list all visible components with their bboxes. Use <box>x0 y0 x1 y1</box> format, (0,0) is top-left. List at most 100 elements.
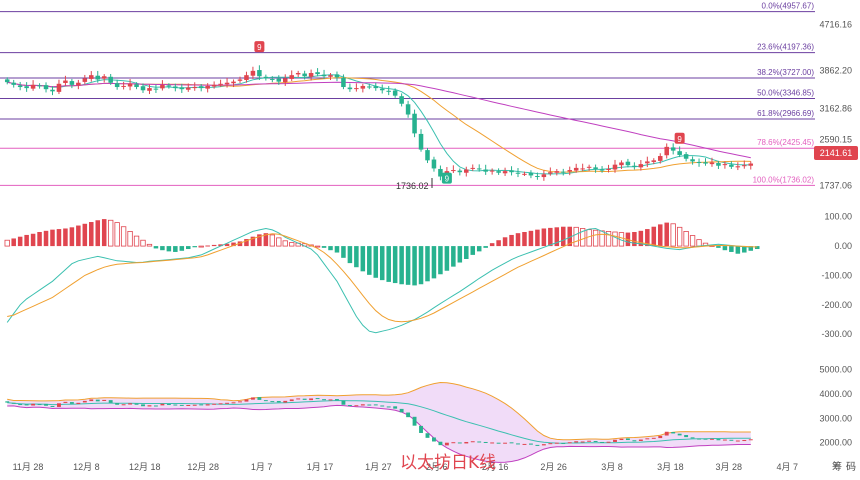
candle-body <box>173 86 178 89</box>
candle-body <box>244 75 249 81</box>
macd-bar <box>748 246 754 251</box>
macd-bar <box>43 230 49 247</box>
macd-bar <box>133 235 140 247</box>
macd-bar <box>244 239 249 247</box>
macd-bar <box>30 233 36 247</box>
boll-candle <box>619 438 624 441</box>
macd-bar <box>50 229 55 247</box>
y-tick-macd: -200.00 <box>821 300 852 310</box>
x-tick-label: 3月 28 <box>716 462 743 472</box>
x-tick-label: 12月 28 <box>187 462 219 472</box>
macd-bar <box>166 246 172 252</box>
boll-candle <box>347 405 352 406</box>
macd-bar <box>127 231 133 247</box>
boll-candle <box>360 404 365 406</box>
x-tick-label: 11月 28 <box>13 462 44 472</box>
macd-bar <box>4 239 10 247</box>
macd-bar <box>664 222 669 247</box>
macd-bar <box>431 246 437 279</box>
boll-candle <box>503 442 508 444</box>
macd-bar <box>269 234 275 247</box>
macd-bar <box>179 246 185 251</box>
boll-candle <box>11 402 16 404</box>
macd-bar <box>676 226 683 247</box>
boll-candle <box>18 404 23 406</box>
candle-body <box>657 156 663 161</box>
candle-body <box>418 133 424 150</box>
candle-body <box>573 167 579 171</box>
macd-bar <box>496 240 501 247</box>
side-button-chip[interactable]: 筹 <box>832 462 842 473</box>
annotations: 9 9 9 <box>254 41 685 188</box>
macd-bar <box>276 237 282 247</box>
boll-candle <box>244 399 249 402</box>
boll-candle <box>574 441 579 443</box>
low-price-label: 1736.02 <box>396 181 429 191</box>
macd-bar <box>17 236 23 247</box>
macd-bar <box>95 220 101 247</box>
macd-bar <box>638 230 644 247</box>
candle-body <box>515 172 521 174</box>
candle-body <box>632 165 637 167</box>
candle-body <box>147 88 152 91</box>
boll-candle <box>425 433 430 438</box>
candle-body <box>470 167 476 169</box>
candle-body <box>250 70 256 76</box>
candle-body <box>166 85 172 87</box>
candle-body <box>82 78 88 82</box>
candle-body <box>722 164 728 166</box>
macd-bar <box>548 227 553 247</box>
y-tick-macd: -100.00 <box>821 270 852 280</box>
bollinger-panel <box>5 381 753 463</box>
candle-body <box>457 170 463 173</box>
macd-bar <box>457 246 463 263</box>
boll-candle <box>354 405 359 407</box>
side-button-chip-2[interactable]: 码 <box>846 462 856 473</box>
boll-candle <box>419 425 423 433</box>
candle-body <box>127 83 133 87</box>
macd-bar <box>198 245 204 248</box>
boll-candle <box>5 401 10 403</box>
candle-body <box>198 86 204 89</box>
boll-candle <box>270 401 275 403</box>
candle-body <box>160 84 165 89</box>
boll-candle <box>380 405 385 407</box>
macd-bar <box>670 223 676 247</box>
macd-bar <box>224 243 230 247</box>
candle-body <box>696 161 702 164</box>
boll-candle <box>289 399 294 402</box>
macd-bar <box>522 232 527 247</box>
macd-bar <box>257 234 262 247</box>
candle-body <box>257 70 262 77</box>
boll-candle <box>684 435 689 438</box>
fib-label: 61.8%(2966.69) <box>757 109 814 118</box>
x-tick-label: 2月 6 <box>426 462 448 472</box>
macd-bar <box>729 246 734 252</box>
candle-body <box>580 168 585 170</box>
candle-body <box>205 85 210 89</box>
macd-bar <box>722 246 728 251</box>
macd-bar <box>360 246 366 272</box>
boll-candle <box>567 442 572 444</box>
candle-body <box>651 160 657 162</box>
macd-bar <box>37 232 42 247</box>
boll-candle <box>63 401 68 403</box>
candle-body <box>153 88 159 90</box>
boll-candle <box>548 443 553 445</box>
macd-bar <box>146 243 153 247</box>
candle-body <box>502 171 508 174</box>
macd-bar <box>367 246 372 275</box>
watermark-caption: 以太坊日K线 <box>400 453 497 473</box>
boll-candle <box>748 439 753 441</box>
boll-candle <box>632 440 637 442</box>
candle-body <box>224 82 230 85</box>
boll-candle <box>516 443 520 445</box>
candle-body <box>483 169 488 172</box>
boll-candle <box>186 405 191 406</box>
boll-candle <box>263 400 268 402</box>
y-tick-boll: 3000.00 <box>819 413 852 423</box>
candle-body <box>211 84 217 87</box>
boll-candle <box>483 441 488 443</box>
macd-bar <box>321 246 327 248</box>
x-tick-label: 2月 16 <box>482 462 509 472</box>
